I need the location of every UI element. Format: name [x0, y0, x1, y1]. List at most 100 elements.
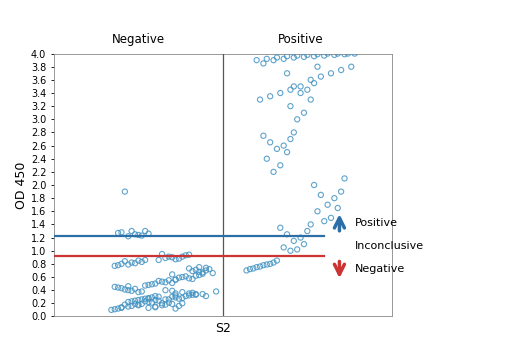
Point — [320, 218, 329, 224]
Point — [175, 275, 183, 280]
Point — [161, 255, 170, 261]
Point — [172, 257, 180, 262]
Point — [165, 300, 173, 306]
Point — [327, 70, 335, 76]
Point — [317, 192, 325, 198]
Point — [269, 169, 278, 175]
Point — [124, 304, 133, 309]
Point — [161, 296, 170, 302]
Point — [330, 52, 339, 58]
Point — [172, 290, 180, 296]
Point — [124, 233, 133, 239]
Point — [134, 297, 142, 303]
Point — [337, 189, 345, 194]
Point — [175, 303, 183, 309]
Point — [168, 272, 176, 277]
Point — [118, 305, 126, 311]
Point — [246, 266, 254, 272]
Point — [151, 304, 160, 309]
Point — [202, 268, 210, 273]
Point — [199, 271, 207, 277]
Point — [118, 304, 126, 310]
Point — [256, 97, 264, 103]
Point — [134, 232, 142, 238]
Text: Positive: Positive — [278, 33, 323, 46]
Point — [334, 205, 342, 211]
Point — [124, 287, 133, 293]
Point — [287, 248, 295, 253]
Point — [161, 279, 170, 285]
Text: Negative: Negative — [355, 264, 405, 274]
Point — [131, 231, 139, 237]
Point — [114, 306, 122, 312]
Point — [185, 290, 193, 296]
Point — [148, 281, 156, 287]
Point — [202, 265, 210, 271]
X-axis label: S2: S2 — [215, 322, 231, 335]
Point — [287, 136, 295, 142]
Point — [134, 258, 142, 264]
Point — [296, 235, 305, 240]
Point — [323, 51, 332, 56]
Point — [138, 289, 146, 294]
Point — [185, 275, 193, 281]
Point — [266, 140, 275, 145]
Point — [118, 261, 126, 267]
Point — [249, 266, 257, 271]
Point — [111, 263, 119, 269]
Point — [300, 110, 308, 116]
Point — [131, 298, 139, 303]
Point — [310, 54, 318, 59]
Point — [280, 143, 288, 148]
Point — [192, 292, 200, 298]
Point — [320, 53, 329, 58]
Point — [273, 258, 281, 264]
Point — [172, 306, 180, 312]
Point — [138, 301, 146, 307]
Point — [303, 52, 311, 58]
Point — [181, 274, 190, 279]
Point — [134, 289, 142, 295]
Point — [158, 302, 166, 308]
Point — [310, 182, 318, 188]
Point — [161, 287, 170, 293]
Point — [280, 245, 288, 250]
Point — [121, 302, 129, 307]
Point — [266, 93, 275, 99]
Point — [151, 304, 160, 310]
Point — [212, 289, 220, 294]
Point — [293, 247, 302, 252]
Point — [192, 273, 200, 279]
Point — [259, 133, 268, 139]
Point — [334, 51, 342, 56]
Point — [175, 256, 183, 261]
Point — [300, 241, 308, 247]
Point — [283, 70, 291, 76]
Point — [276, 162, 284, 168]
Point — [141, 299, 149, 304]
Point — [141, 228, 149, 234]
Point — [276, 225, 284, 231]
Point — [154, 298, 163, 303]
Point — [121, 189, 129, 194]
Text: Positive: Positive — [355, 218, 398, 228]
Text: Negative: Negative — [112, 33, 165, 46]
Point — [323, 202, 332, 208]
Point — [188, 276, 197, 282]
Point — [145, 295, 153, 301]
Point — [188, 292, 197, 298]
Point — [178, 301, 187, 306]
Point — [259, 262, 268, 268]
Point — [199, 270, 207, 275]
Point — [154, 278, 163, 284]
Point — [168, 288, 176, 294]
Point — [178, 254, 187, 259]
Point — [185, 293, 193, 298]
Point — [310, 80, 318, 86]
Point — [242, 268, 251, 273]
Point — [314, 64, 322, 70]
Point — [154, 257, 163, 263]
Point — [127, 303, 136, 309]
Point — [118, 230, 126, 235]
Point — [195, 264, 203, 270]
